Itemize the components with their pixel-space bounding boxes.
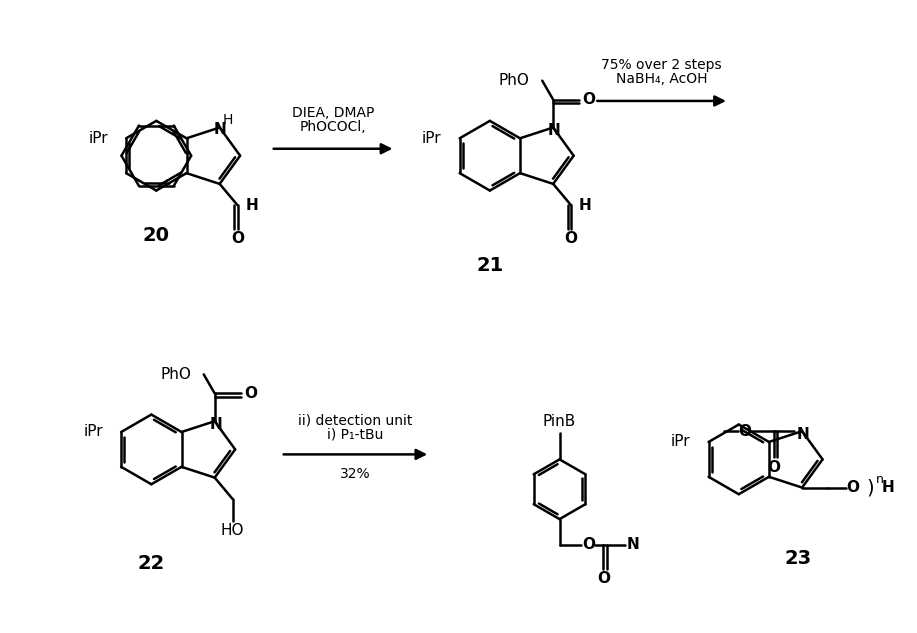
Text: HO: HO bbox=[221, 523, 244, 538]
Text: 32%: 32% bbox=[340, 467, 370, 481]
Text: PhO: PhO bbox=[499, 73, 530, 88]
Text: O: O bbox=[738, 423, 751, 439]
Text: N: N bbox=[627, 537, 639, 553]
Text: O: O bbox=[846, 480, 859, 495]
Text: DIEA, DMAP: DIEA, DMAP bbox=[292, 106, 374, 120]
Text: PhO: PhO bbox=[160, 367, 192, 382]
Text: 23: 23 bbox=[785, 549, 812, 568]
Text: iPr: iPr bbox=[83, 425, 103, 439]
Text: ii) detection unit: ii) detection unit bbox=[298, 413, 413, 427]
Text: O: O bbox=[565, 230, 578, 246]
Text: 75% over 2 steps: 75% over 2 steps bbox=[602, 58, 722, 72]
Text: H: H bbox=[579, 197, 591, 213]
Text: N: N bbox=[547, 123, 560, 138]
Text: H: H bbox=[245, 197, 258, 213]
Text: O: O bbox=[231, 230, 244, 246]
Text: ): ) bbox=[866, 478, 874, 497]
Text: N: N bbox=[209, 417, 222, 432]
Text: 20: 20 bbox=[143, 226, 170, 245]
Text: O: O bbox=[582, 537, 595, 553]
Text: iPr: iPr bbox=[88, 131, 108, 146]
Text: O: O bbox=[768, 460, 780, 475]
Text: PinB: PinB bbox=[543, 414, 576, 429]
Text: N: N bbox=[797, 427, 810, 442]
Text: H: H bbox=[881, 480, 894, 495]
Text: H: H bbox=[223, 113, 233, 127]
Text: PhOCOCl,: PhOCOCl, bbox=[300, 120, 367, 134]
Text: iPr: iPr bbox=[671, 434, 691, 449]
Text: 22: 22 bbox=[138, 555, 165, 573]
Text: n: n bbox=[876, 473, 884, 486]
Text: i) P₁-tBu: i) P₁-tBu bbox=[327, 427, 383, 441]
Text: NaBH₄, AcOH: NaBH₄, AcOH bbox=[616, 72, 707, 86]
Text: O: O bbox=[582, 92, 595, 107]
Text: iPr: iPr bbox=[422, 131, 442, 146]
Text: 21: 21 bbox=[476, 256, 503, 275]
Text: O: O bbox=[597, 572, 610, 586]
Text: N: N bbox=[214, 122, 226, 137]
Text: O: O bbox=[244, 386, 257, 401]
